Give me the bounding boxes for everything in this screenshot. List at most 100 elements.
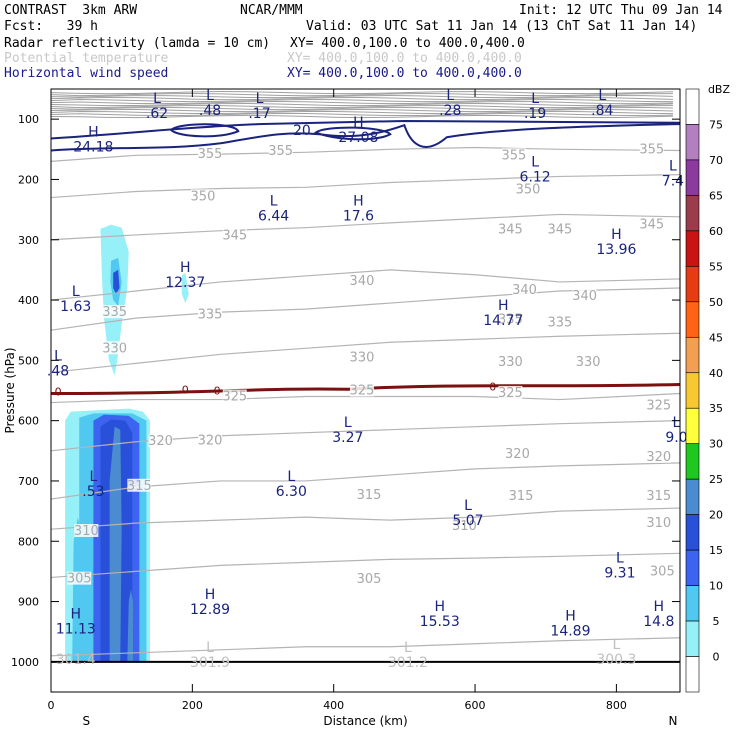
- plot-frame: [50, 88, 681, 693]
- theta-label-bg: [349, 350, 374, 364]
- wind-extremum-value: 11.13: [56, 622, 96, 638]
- theta-label-bg: [148, 434, 173, 448]
- theta-label: 305: [650, 564, 675, 579]
- wind-extremum-mark: L: [598, 88, 606, 104]
- colorbar-level-label: 60: [709, 225, 723, 238]
- wind-extremum-value: 12.89: [190, 602, 230, 618]
- wind-extremum-mark: H: [434, 599, 445, 615]
- colorbar-level-label: 50: [709, 296, 723, 309]
- x-tick-label: 0: [48, 699, 55, 712]
- wind-extremum-mark: H: [353, 194, 364, 210]
- isentrope-325: [50, 392, 681, 404]
- isentrope-305: [50, 552, 681, 579]
- wind-extremum-mark: H: [70, 607, 81, 623]
- theta-label: 335: [547, 315, 572, 330]
- theta-label-bg: [222, 228, 247, 242]
- theta-label: 325: [222, 390, 247, 405]
- y-tick-label: 100: [18, 113, 39, 126]
- x-tick-label: 800: [606, 699, 627, 712]
- wind-extremum-mark: H: [498, 298, 509, 314]
- isentrope-355: [50, 146, 681, 162]
- theta-label: 310: [74, 524, 99, 539]
- wind-extremum-value: 14.89: [550, 623, 590, 639]
- colorbar-unit: dBZ: [708, 83, 731, 96]
- wind-extremum-value: .17: [248, 106, 270, 122]
- y-tick-label: 200: [18, 173, 39, 186]
- wind-extremum-value: 17.6: [343, 209, 374, 225]
- wind-extremum-value: .84: [591, 103, 613, 119]
- valid-time: Valid: 03 UTC Sat 11 Jan 14 (13 ChT Sat …: [306, 19, 698, 34]
- wind-extremum-mark: L: [344, 415, 352, 431]
- reflectivity-core-25dbz: [109, 426, 122, 662]
- wind-extremum-mark: L: [669, 159, 677, 175]
- wind-extremum-value: 9.31: [604, 566, 635, 582]
- isentrope-310: [50, 507, 681, 530]
- theta-label: 350: [191, 189, 216, 204]
- theta-label-bg: [357, 487, 382, 501]
- isentrope-330: [50, 332, 681, 374]
- field-theta-name: Potential temperature: [4, 51, 169, 66]
- wind-extremum-mark: L: [256, 91, 264, 107]
- theta-label: 315: [646, 489, 671, 504]
- colorbar-level-label: 15: [709, 544, 723, 557]
- isentrope-stratosphere: [50, 98, 673, 103]
- theta-label: 320: [198, 434, 223, 449]
- wind-extremum-value: 14.8: [643, 614, 674, 630]
- theta-label-bg: [198, 433, 223, 447]
- isentrope-320: [50, 420, 681, 452]
- isentrope-stratosphere: [50, 106, 673, 111]
- colorbar-swatch: [685, 407, 700, 445]
- init-time: Init: 12 UTC Thu 09 Jan 14: [519, 3, 723, 18]
- isentrope-stratosphere: [50, 114, 673, 119]
- theta-contours: [50, 91, 681, 663]
- wind-extremum-mark: H: [353, 115, 364, 131]
- center-label: NCAR/MMM: [240, 3, 303, 18]
- theta-label: 330: [350, 350, 375, 365]
- theta-label-bg: [498, 355, 523, 369]
- colorbar-level-label: 0: [713, 651, 720, 664]
- surface-extremum-mark: L: [404, 640, 412, 656]
- y-tick-label: 400: [18, 294, 39, 307]
- colorbar-level-label: 40: [709, 367, 723, 380]
- theta-label: 345: [547, 222, 572, 237]
- theta-label: 345: [222, 229, 247, 244]
- field-wind-xy: XY= 400.0,100.0 to 400.0,400.0: [287, 66, 522, 81]
- wind-extremum-value: 7.4: [662, 174, 684, 190]
- colorbar-swatch: [685, 266, 700, 303]
- field-wind-name: Horizontal wind speed: [4, 66, 169, 81]
- theta-label: 310: [452, 519, 477, 534]
- colorbar-swatch: [685, 124, 700, 161]
- colorbar-swatch: [685, 372, 700, 409]
- colorbar-swatch: [685, 159, 700, 196]
- y-tick-label: 900: [18, 596, 39, 609]
- wind-contour-20: [50, 122, 681, 152]
- colorbar-level-label: 65: [709, 189, 723, 202]
- forecast-hour: Fcst: 39 h: [4, 19, 98, 34]
- wind-extremum-mark: L: [54, 349, 62, 365]
- wind-extremum-mark: H: [180, 260, 191, 276]
- theta-label: 340: [350, 274, 375, 289]
- y-tick-label: 800: [18, 535, 39, 548]
- isentrope-350: [50, 174, 681, 199]
- colorbar-swatch: [685, 514, 700, 551]
- theta-label: 320: [646, 450, 671, 465]
- wind-extremum-mark: L: [72, 284, 80, 300]
- wind-extremum-mark: L: [270, 194, 278, 210]
- wind-extremum-mark: L: [89, 469, 97, 485]
- theta-label: 315: [509, 489, 534, 504]
- reflectivity-core-25dbz-low: [127, 589, 133, 662]
- isentrope-stratosphere: [50, 112, 673, 117]
- colorbar-level-label: 10: [709, 580, 723, 593]
- theta-label-bg: [190, 189, 215, 203]
- y-tick-label: 600: [18, 415, 39, 428]
- isentrope-stratosphere: [50, 102, 673, 107]
- reflectivity-upper-15dbz: [113, 269, 120, 295]
- colorbar-level-label: 20: [709, 509, 723, 522]
- theta-label-bg: [452, 519, 477, 533]
- theta-label-bg: [127, 478, 152, 492]
- surface-extremum-value: 301.4: [56, 652, 96, 668]
- wind-extremum-mark: L: [673, 415, 681, 431]
- theta-label-bg: [198, 307, 223, 321]
